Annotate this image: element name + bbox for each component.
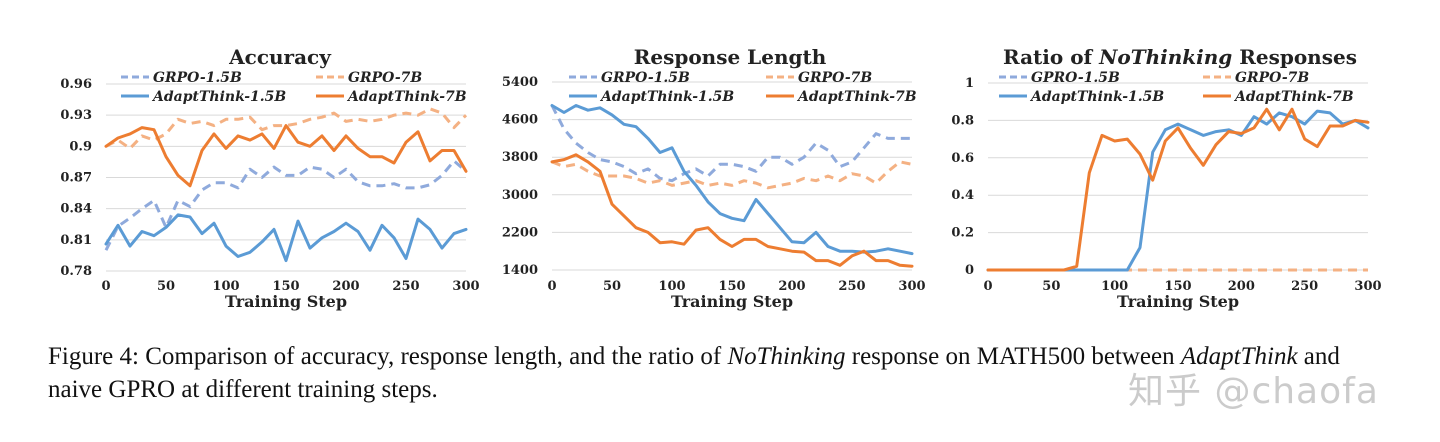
x-tick-label: 300 bbox=[1354, 279, 1381, 294]
y-tick-label: 0.6 bbox=[951, 151, 974, 166]
y-tick-label: 0 bbox=[965, 263, 974, 278]
x-tick-label: 0 bbox=[547, 279, 556, 294]
legend-label: GRPO-7B bbox=[798, 70, 872, 86]
x-tick-label: 150 bbox=[1164, 279, 1191, 294]
caption-part-3: and naive GPRO at different training ste… bbox=[48, 343, 1340, 403]
caption-italic-1: NoThinking bbox=[727, 343, 846, 370]
series-line bbox=[104, 213, 468, 263]
series-line bbox=[104, 124, 468, 188]
y-tick-label: 5400 bbox=[502, 75, 538, 90]
figure-caption: Figure 4: Comparison of accuracy, respon… bbox=[48, 340, 1393, 406]
caption-part-2: response on MATH500 between bbox=[845, 343, 1181, 370]
y-tick-label: 0.87 bbox=[60, 171, 92, 186]
y-tick-label: 0.78 bbox=[60, 264, 92, 279]
series-line bbox=[551, 160, 913, 190]
x-tick-label: 50 bbox=[1042, 279, 1060, 294]
y-tick-label: 2200 bbox=[502, 225, 538, 240]
legend-label: GRPO-1.5B bbox=[601, 70, 690, 86]
legend-label: GRPO-7B bbox=[1235, 70, 1309, 86]
x-tick-label: 200 bbox=[332, 279, 359, 294]
y-tick-label: 1400 bbox=[502, 263, 538, 278]
series-line bbox=[986, 107, 1370, 272]
legend-label: GPRO-1.5B bbox=[1031, 70, 1120, 86]
y-tick-label: 3000 bbox=[502, 188, 538, 203]
x-tick-label: 150 bbox=[272, 279, 299, 294]
series-line bbox=[550, 104, 914, 256]
series-line bbox=[104, 159, 467, 251]
y-tick-label: 0.2 bbox=[951, 226, 974, 241]
legend-label: AdaptThink-7B bbox=[346, 89, 467, 105]
y-tick-label: 4600 bbox=[502, 113, 538, 128]
legend-label: GRPO-1.5B bbox=[153, 70, 242, 86]
legend-label: AdaptThink-1.5B bbox=[1029, 89, 1164, 105]
y-tick-label: 0.84 bbox=[60, 202, 92, 217]
y-tick-label: 3800 bbox=[502, 150, 538, 165]
chart-panel-1: Accuracy 0.78 0.81 0.84 0.87 0.9 0.93 0.96 0 50 10… bbox=[60, 45, 479, 311]
chart-panel-3: Ratio of NoThinking Responses 0 0.2 0.4 0.6 0… bbox=[951, 45, 1381, 311]
x-tick-label: 100 bbox=[658, 279, 685, 294]
watermark: 知乎 @chaofa bbox=[1128, 371, 1379, 412]
x-axis-label: Training Step bbox=[1117, 292, 1239, 311]
x-tick-label: 200 bbox=[1228, 279, 1255, 294]
x-tick-label: 100 bbox=[1101, 279, 1128, 294]
y-tick-label: 0.93 bbox=[60, 108, 92, 123]
series-line bbox=[105, 107, 468, 150]
x-tick-label: 0 bbox=[101, 279, 110, 294]
y-tick-label: 0.81 bbox=[60, 233, 92, 248]
series-line bbox=[550, 153, 914, 268]
x-tick-label: 50 bbox=[603, 279, 621, 294]
x-tick-label: 250 bbox=[1291, 279, 1318, 294]
y-tick-label: 0.8 bbox=[951, 113, 974, 128]
x-tick-label: 200 bbox=[778, 279, 805, 294]
x-tick-label: 250 bbox=[392, 279, 419, 294]
chart-title: Response Length bbox=[634, 45, 827, 69]
y-tick-label: 1 bbox=[965, 76, 974, 91]
caption-italic-2: AdaptThink bbox=[1180, 343, 1298, 370]
y-tick-label: 0.9 bbox=[69, 139, 92, 154]
legend-label: GRPO-7B bbox=[348, 70, 422, 86]
x-tick-label: 0 bbox=[983, 279, 992, 294]
x-tick-label: 50 bbox=[157, 279, 175, 294]
x-axis-label: Training Step bbox=[225, 292, 347, 311]
x-tick-label: 150 bbox=[718, 279, 745, 294]
legend-label: AdaptThink-7B bbox=[796, 89, 917, 105]
x-tick-label: 250 bbox=[838, 279, 865, 294]
chart-title: Accuracy bbox=[228, 45, 332, 69]
legend-label: AdaptThink-7B bbox=[1233, 89, 1354, 105]
chart-title: Ratio of NoThinking Responses bbox=[1003, 45, 1357, 69]
x-tick-label: 300 bbox=[452, 279, 479, 294]
chart-panel-2: Response Length 1400 2200 3000 3800 4600 5400 0… bbox=[502, 45, 926, 311]
x-tick-label: 100 bbox=[212, 279, 239, 294]
legend-label: AdaptThink-1.5B bbox=[599, 89, 734, 105]
series-line bbox=[986, 109, 1370, 272]
legend-label: AdaptThink-1.5B bbox=[151, 89, 286, 105]
y-tick-label: 0.96 bbox=[60, 77, 92, 92]
y-tick-label: 0.4 bbox=[951, 188, 974, 203]
series-line bbox=[550, 104, 912, 183]
x-axis-label: Training Step bbox=[671, 292, 793, 311]
caption-part-1: Figure 4: Comparison of accuracy, respon… bbox=[48, 343, 728, 370]
x-tick-label: 300 bbox=[898, 279, 925, 294]
